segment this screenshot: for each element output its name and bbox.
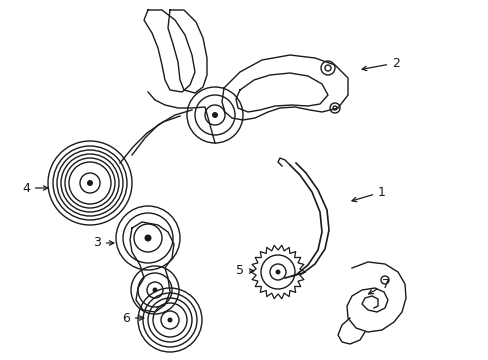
Text: 6: 6 [122,311,143,324]
Circle shape [87,180,93,186]
Circle shape [152,288,157,292]
Circle shape [167,318,172,323]
Text: 7: 7 [368,278,389,294]
Circle shape [275,270,280,275]
Text: 5: 5 [236,265,253,278]
Circle shape [144,234,151,242]
Circle shape [212,112,218,118]
Text: 4: 4 [22,181,48,194]
Text: 1: 1 [351,185,385,202]
Text: 3: 3 [93,237,114,249]
Text: 2: 2 [361,57,399,71]
